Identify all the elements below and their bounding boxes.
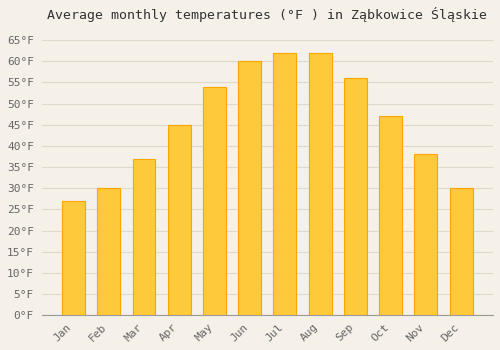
Bar [203,86,226,315]
Title: Average monthly temperatures (°F ) in Ząbkowice Śląskie: Average monthly temperatures (°F ) in Zą… [48,7,488,22]
Bar [450,188,472,315]
Bar [98,188,120,315]
Bar [308,53,332,315]
Bar [238,61,261,315]
Bar [62,201,85,315]
Bar [379,116,402,315]
Bar [414,154,438,315]
Bar [274,53,296,315]
Bar [168,125,190,315]
Bar [344,78,367,315]
Bar [132,159,156,315]
